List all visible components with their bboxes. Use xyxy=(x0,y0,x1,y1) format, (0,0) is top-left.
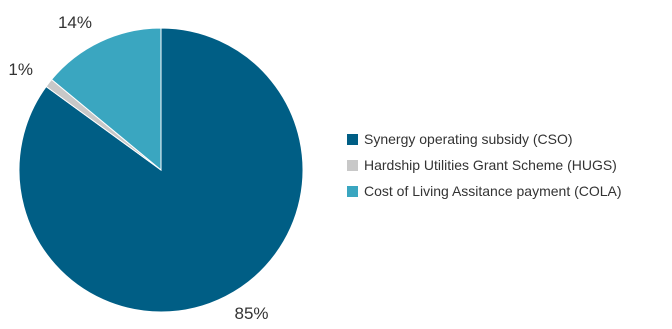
legend-swatch-cola xyxy=(347,185,358,197)
legend-label-hugs: Hardship Utilities Grant Scheme (HUGS) xyxy=(364,157,617,173)
pie-label-cso: 85% xyxy=(235,304,269,323)
legend-swatch-hugs xyxy=(347,159,358,171)
legend-label-cola: Cost of Living Assitance payment (COLA) xyxy=(364,183,622,199)
pie-label-cola: 14% xyxy=(58,13,92,32)
pie-slice-cola xyxy=(50,27,162,172)
legend-item-hugs: Hardship Utilities Grant Scheme (HUGS) xyxy=(347,152,622,178)
legend-item-cso: Synergy operating subsidy (CSO) xyxy=(347,126,622,152)
legend-item-cola: Cost of Living Assitance payment (COLA) xyxy=(347,178,622,204)
legend: Synergy operating subsidy (CSO) Hardship… xyxy=(347,126,622,204)
pie-label-hugs: 1% xyxy=(8,60,33,79)
legend-swatch-cso xyxy=(347,133,358,145)
legend-label-cso: Synergy operating subsidy (CSO) xyxy=(364,131,573,147)
